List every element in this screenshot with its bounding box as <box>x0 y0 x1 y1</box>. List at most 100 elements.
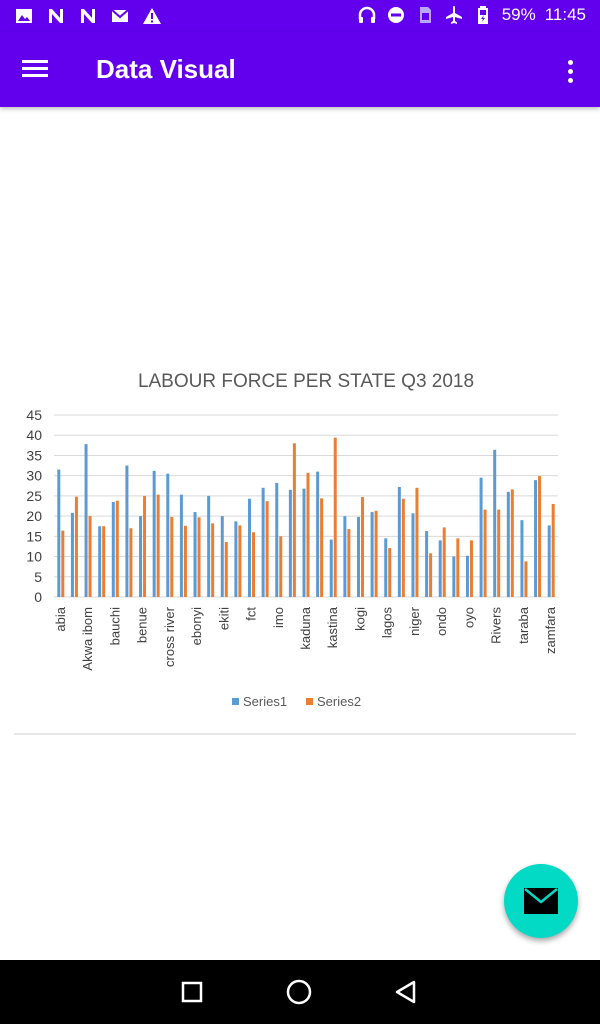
legend-swatch-series1 <box>232 698 239 705</box>
x-tick-label: ebonyi <box>189 607 204 645</box>
x-tick-label: taraba <box>516 606 531 644</box>
bar-series1 <box>125 465 129 597</box>
x-tick-label: niger <box>407 606 422 636</box>
y-tick-label: 45 <box>26 407 42 423</box>
bar-series1 <box>234 521 238 597</box>
chart-canvas: LABOUR FORCE PER STATE Q3 2018 0 5 10 15 20 25… <box>14 371 576 735</box>
bar-series1 <box>411 513 415 597</box>
bar-series1 <box>166 473 170 597</box>
bar-series2 <box>88 516 92 597</box>
bar-series2 <box>374 510 378 597</box>
bar-series1 <box>425 531 429 597</box>
bar-series1 <box>465 555 469 597</box>
bar-series1 <box>220 516 224 597</box>
airplane-mode-icon <box>444 5 464 25</box>
x-tick-label: kastina <box>325 606 340 648</box>
bar-series2 <box>156 494 160 597</box>
bar-series1 <box>248 498 252 597</box>
chart-title: LABOUR FORCE PER STATE Q3 2018 <box>138 371 474 392</box>
bar-series1 <box>57 469 61 597</box>
x-tick-label: kaduna <box>298 606 313 649</box>
email-fab-button[interactable] <box>504 864 578 938</box>
clock-time: 11:45 <box>544 5 586 24</box>
x-tick-label: bauchi <box>107 607 122 645</box>
bar-series1 <box>506 491 510 597</box>
y-tick-label: 25 <box>26 488 42 504</box>
x-tick-label: benue <box>135 607 150 643</box>
bar-series2 <box>183 525 187 597</box>
x-tick-label: kogi <box>352 607 367 631</box>
x-tick-label: lagos <box>380 607 395 639</box>
bar-series2 <box>497 509 501 597</box>
bar-series1 <box>479 477 483 597</box>
more-vert-icon[interactable] <box>560 56 580 86</box>
app-bar: Data Visual <box>0 32 600 107</box>
bar-series2 <box>429 553 433 597</box>
y-tick-label: 0 <box>34 589 42 605</box>
bar-series2 <box>224 541 228 597</box>
bar-series2 <box>238 525 242 597</box>
y-tick-label: 20 <box>26 508 42 524</box>
bar-series1 <box>534 480 538 597</box>
sim-icon <box>415 5 435 25</box>
bar-series2 <box>74 496 78 597</box>
system-nav-bar <box>0 960 600 1024</box>
page-title: Data Visual <box>96 54 236 84</box>
bar-series2 <box>320 498 324 597</box>
bar-series2 <box>333 437 337 597</box>
bar-series1 <box>316 471 320 597</box>
battery-percent: 59% <box>501 5 536 24</box>
bar-series1 <box>261 487 265 597</box>
bar-series1 <box>288 489 292 597</box>
legend-label-series2: Series2 <box>317 694 361 709</box>
bar-series1 <box>179 494 183 597</box>
bar-series1 <box>111 501 115 597</box>
bar-series1 <box>370 512 374 597</box>
bar-series2 <box>510 489 514 597</box>
bar-series1 <box>329 539 333 597</box>
menu-icon[interactable] <box>22 56 54 84</box>
battery-icon <box>473 5 493 25</box>
bar-series2 <box>252 532 256 597</box>
headphones-icon <box>357 5 377 25</box>
x-tick-label: Akwa ibom <box>80 607 95 671</box>
y-tick-label: 15 <box>26 528 42 544</box>
back-triangle-icon[interactable] <box>390 976 422 1008</box>
bar-series1 <box>397 486 401 597</box>
bar-series2 <box>143 495 147 597</box>
home-circle-icon[interactable] <box>283 976 315 1008</box>
bar-series2 <box>197 517 201 597</box>
bar-series2 <box>401 498 405 597</box>
x-tick-label: imo <box>271 607 286 628</box>
bar-series2 <box>347 529 351 597</box>
bar-series1 <box>520 520 524 597</box>
bar-series2 <box>61 530 65 597</box>
x-tick-label: ondo <box>434 607 449 636</box>
x-tick-label: abia <box>53 606 68 631</box>
y-tick-label: 30 <box>26 468 42 484</box>
status-bar: 59% 11:45 <box>0 0 600 32</box>
bar-series2 <box>211 523 215 597</box>
system-status: 59% 11:45 <box>357 5 586 25</box>
bar-series1 <box>343 516 347 597</box>
bar-series1 <box>193 512 197 597</box>
bar-series1 <box>98 526 102 597</box>
bar-series1 <box>438 540 442 597</box>
n-app-icon <box>46 6 66 26</box>
warning-icon <box>142 6 162 26</box>
recents-square-icon[interactable] <box>176 976 208 1008</box>
bar-series1 <box>84 444 88 597</box>
bar-series2 <box>551 503 555 597</box>
y-tick-label: 40 <box>26 427 42 443</box>
bar-series2 <box>483 509 487 597</box>
bar-series2 <box>279 536 283 597</box>
y-tick-label: 35 <box>26 447 42 463</box>
x-tick-label: ekiti <box>216 607 231 630</box>
bar-series2 <box>456 538 460 597</box>
bar-series2 <box>469 540 473 597</box>
bar-series1 <box>152 470 156 597</box>
bar-series1 <box>70 512 74 597</box>
image-icon <box>14 6 34 26</box>
bar-series1 <box>139 516 143 597</box>
email-icon <box>524 888 558 914</box>
